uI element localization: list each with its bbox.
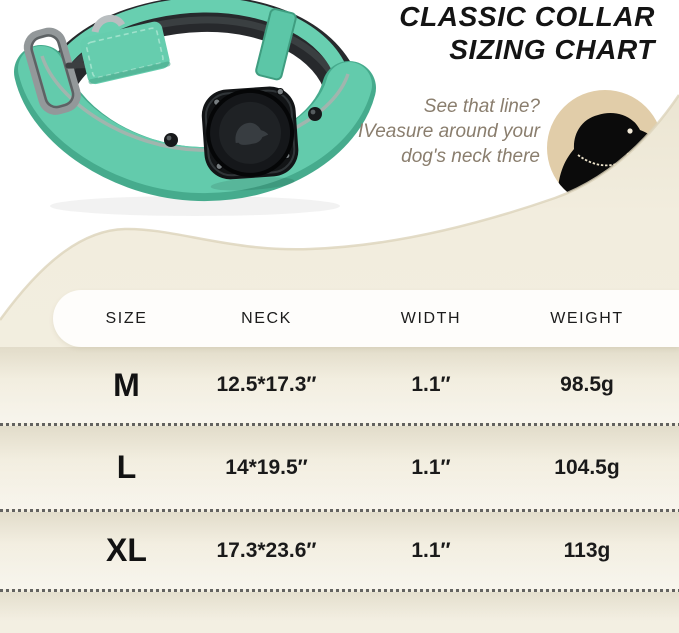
note-line-1: See that line? (423, 96, 540, 117)
cell-neck: 14*19.5″ (225, 455, 308, 479)
column-header-neck: NECK (241, 309, 292, 327)
wave-edge (0, 94, 679, 321)
dashed-divider (0, 589, 679, 592)
cell-neck: 17.3*23.6″ (216, 538, 317, 562)
measure-note: See that line? IVeasure around your dog'… (358, 94, 540, 169)
wave-shape (0, 95, 679, 633)
collar-line-marker (577, 154, 629, 167)
cell-weight: 98.5g (560, 373, 614, 396)
lining-highlight (51, 16, 342, 99)
cell-width: 1.1″ (411, 373, 451, 396)
dashed-divider (0, 423, 679, 426)
rivet-icons (164, 107, 322, 147)
table-row-m: M 12.5*17.3″ 1.1″ 98.5g (0, 347, 679, 423)
note-line-3: dog's neck there (401, 146, 540, 167)
dog-head-silhouette-icon (557, 113, 652, 206)
cell-size: M (113, 366, 140, 403)
page-title: CLASSIC COLLAR SIZING CHART (399, 0, 655, 66)
collar-shadow (50, 196, 340, 216)
tag-dog-glyph-icon (235, 122, 269, 145)
dog-eye (627, 128, 633, 134)
column-header-width: WIDTH (400, 309, 462, 327)
cell-size: XL (106, 532, 147, 568)
airtag-case (201, 86, 299, 191)
cell-weight: 113g (563, 538, 611, 562)
cell-weight: 104.5g (554, 455, 620, 479)
column-header-size: SIZE (105, 309, 148, 327)
collar-back-rim (41, 0, 350, 96)
title-line-1: CLASSIC COLLAR (399, 1, 655, 32)
sizing-table: SIZE NECK WIDTH WEIGHT M 12.5*17.3″ 1.1″… (0, 290, 679, 633)
cell-width: 1.1″ (411, 455, 451, 479)
collar-front-band (18, 46, 372, 194)
column-header-weight: WEIGHT (550, 309, 624, 327)
collar-product-photo (14, 0, 376, 216)
title-line-2: SIZING CHART (449, 34, 655, 65)
strap-end (80, 21, 171, 85)
cell-neck: 12.5*17.3″ (216, 373, 317, 396)
table-row-xl: XL 17.3*23.6″ 1.1″ 113g (0, 512, 679, 589)
dashed-divider (0, 509, 679, 512)
table-row-l: L 14*19.5″ 1.1″ 104.5g (0, 426, 679, 509)
table-header-bar: SIZE NECK WIDTH WEIGHT (53, 290, 679, 347)
note-line-2: IVeasure around your (357, 121, 540, 142)
d-ring-icon (91, 14, 126, 34)
table-footer-strip (0, 592, 679, 633)
keeper-loop (255, 8, 297, 81)
cell-width: 1.1″ (411, 538, 451, 562)
cell-size: L (116, 449, 137, 485)
